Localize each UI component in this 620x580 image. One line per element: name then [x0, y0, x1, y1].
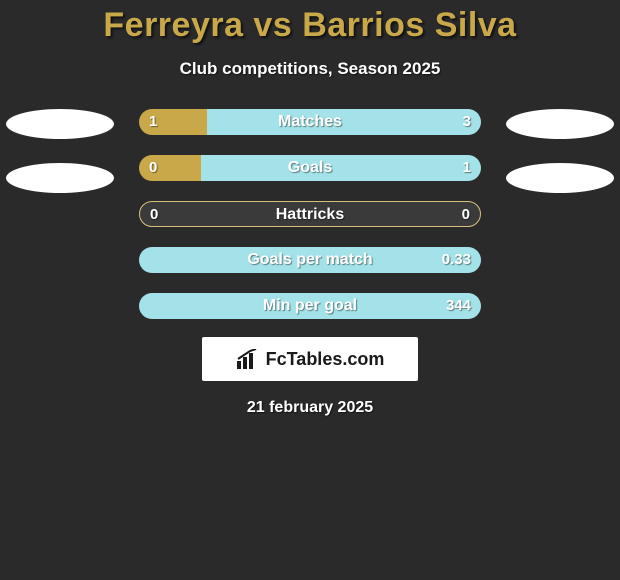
page: Ferreyra vs Barrios Silva Club competiti… — [0, 0, 620, 580]
stat-value-right: 0.33 — [442, 247, 471, 273]
stat-row: 13Matches — [139, 109, 481, 135]
brand-text: FcTables.com — [266, 349, 385, 370]
stat-row: 01Goals — [139, 155, 481, 181]
player-avatar-right-2 — [506, 163, 614, 193]
stat-value-right: 344 — [446, 293, 471, 319]
page-title: Ferreyra vs Barrios Silva — [0, 6, 620, 45]
stat-row: 0.33Goals per match — [139, 247, 481, 273]
stat-value-left: 0 — [150, 202, 158, 227]
comparison-rows: 13Matches01Goals00Hattricks0.33Goals per… — [139, 109, 481, 319]
player-avatar-left-2 — [6, 163, 114, 193]
stat-value-right: 1 — [463, 155, 471, 181]
bar-segment-right — [207, 109, 481, 135]
stat-row: 344Min per goal — [139, 293, 481, 319]
subtitle: Club competitions, Season 2025 — [0, 59, 620, 79]
stat-value-right: 3 — [463, 109, 471, 135]
bar-segment-right — [139, 293, 481, 319]
bar-segment-right — [201, 155, 481, 181]
stat-value-right: 0 — [462, 202, 470, 227]
stat-row: 0 0Hattricks — [139, 201, 481, 227]
brand-badge: FcTables.com — [202, 337, 418, 381]
date-text: 21 february 2025 — [0, 399, 620, 417]
stat-label: Hattricks — [140, 202, 480, 227]
comparison-block: 13Matches01Goals00Hattricks0.33Goals per… — [0, 109, 620, 417]
stat-value-left: 1 — [149, 109, 157, 135]
brand-chart-icon — [236, 349, 262, 369]
player-avatar-right-1 — [506, 109, 614, 139]
bar-segment-right — [139, 247, 481, 273]
stat-value-left: 0 — [149, 155, 157, 181]
player-avatar-left-1 — [6, 109, 114, 139]
